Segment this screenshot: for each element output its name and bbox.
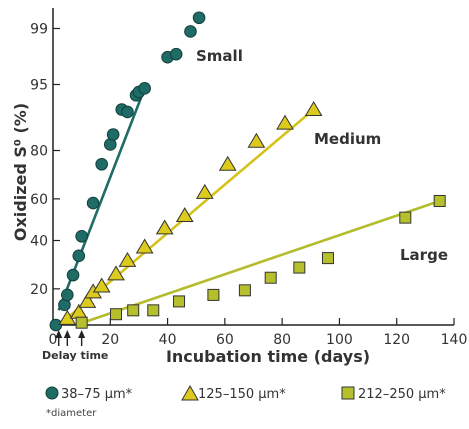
data-point-medium: [218, 155, 237, 171]
data-point-medium: [107, 265, 125, 281]
data-points: [49, 11, 446, 332]
data-point-small: [95, 157, 108, 171]
legend-item-large: 212–250 µm*: [341, 386, 446, 402]
x-tick-label: 40: [159, 332, 177, 348]
delay-time-label: Delay time: [42, 349, 108, 362]
data-point-large: [147, 304, 160, 317]
data-point-small: [106, 128, 120, 141]
y-tick-label: 20: [30, 282, 48, 298]
legend-item-medium: 125–150 µm*: [181, 384, 286, 402]
fit-line-large: [75, 199, 441, 327]
data-point-large: [127, 304, 140, 317]
data-point-large: [110, 308, 123, 321]
x-axis-label: Incubation time (days): [166, 347, 370, 366]
delay-arrow-head: [55, 330, 63, 338]
data-point-small: [169, 47, 183, 61]
data-point-large: [399, 211, 412, 224]
data-point-large: [173, 295, 186, 308]
data-point-medium: [118, 251, 137, 267]
footnote: *diameter: [46, 408, 97, 419]
data-point-small: [138, 82, 151, 95]
data-point-small: [75, 229, 88, 243]
y-axis-label: Oxidized S⁰ (%): [11, 103, 30, 241]
data-point-medium: [78, 292, 97, 308]
legend-item-small: 38–75 µm*: [45, 386, 133, 402]
data-point-small: [121, 105, 134, 119]
data-point-medium: [92, 277, 111, 293]
data-point-medium: [175, 207, 194, 223]
data-point-large: [264, 271, 277, 284]
data-point-small: [72, 249, 86, 263]
series-label-medium: Medium: [314, 130, 381, 148]
legend-marker-square: [341, 386, 355, 400]
axes: 0 20 40 60 80 100 120 140 20 40 60 80 95 99: [30, 8, 467, 348]
data-point-medium: [155, 219, 174, 235]
delay-arrow-head: [78, 330, 86, 338]
data-point-medium: [304, 101, 323, 116]
data-point-small: [192, 11, 206, 25]
series-label-large: Large: [400, 246, 448, 264]
y-tick-label: 80: [30, 144, 48, 160]
data-point-small: [66, 268, 80, 282]
y-tick-label: 95: [30, 78, 48, 94]
data-point-medium: [276, 114, 294, 130]
x-tick-label: 140: [441, 332, 468, 348]
delay-arrow-head: [63, 330, 71, 338]
legend: 38–75 µm* 125–150 µm* 212–250 µm* *diame…: [45, 384, 446, 419]
data-point-medium: [135, 238, 154, 254]
x-tick-label: 100: [326, 332, 353, 348]
data-point-small: [86, 196, 100, 210]
data-point-large: [238, 284, 251, 297]
legend-marker-triangle: [181, 384, 199, 401]
x-tick-label: 60: [216, 332, 234, 348]
y-tick-label: 99: [30, 22, 48, 38]
legend-label-small: 38–75 µm*: [61, 387, 133, 402]
series-label-small: Small: [196, 47, 243, 65]
x-tick-label: 120: [383, 332, 410, 348]
data-point-large: [321, 252, 334, 265]
data-point-large: [75, 316, 88, 329]
legend-label-medium: 125–150 µm*: [198, 387, 286, 402]
data-point-large: [433, 194, 446, 207]
data-point-large: [293, 261, 306, 274]
data-point-small: [49, 318, 63, 332]
y-tick-label: 60: [30, 192, 48, 208]
y-tick-label: 40: [30, 234, 48, 250]
data-point-medium: [195, 183, 214, 199]
data-point-large: [207, 288, 220, 301]
data-point-small: [184, 25, 197, 38]
legend-marker-circle: [45, 386, 59, 400]
legend-label-large: 212–250 µm*: [358, 387, 446, 402]
x-tick-label: 0: [49, 332, 58, 348]
data-point-small: [61, 288, 74, 302]
data-point-medium: [247, 132, 266, 148]
x-tick-label: 80: [273, 332, 291, 348]
x-tick-label: 20: [101, 332, 119, 348]
